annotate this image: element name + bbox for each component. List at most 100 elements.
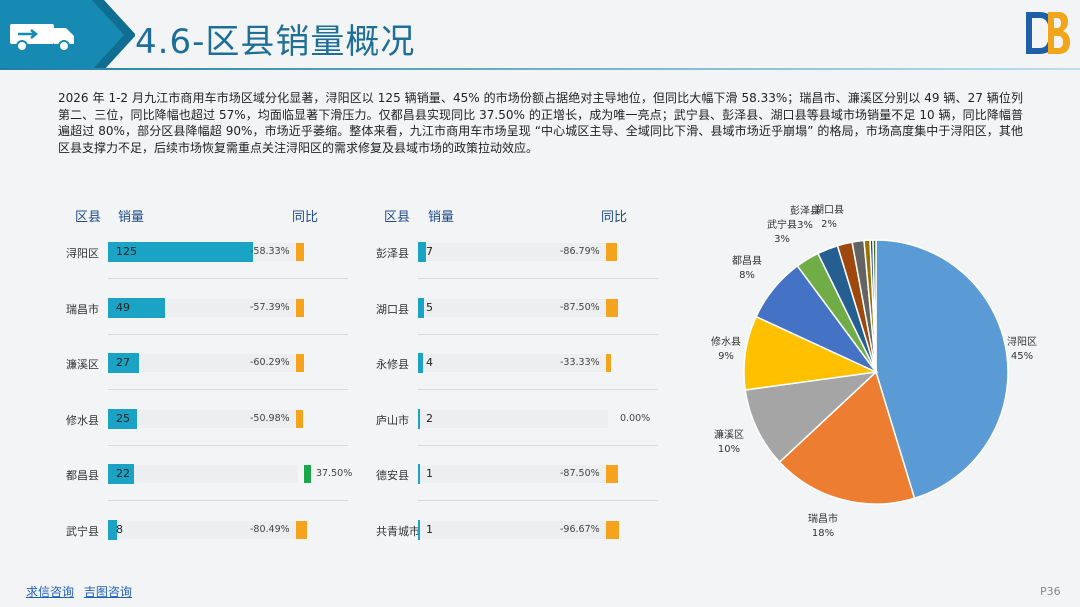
- yoy-negative-bar: [606, 465, 618, 483]
- pie-slice-name: 瑞昌市: [808, 514, 838, 525]
- footer-link-jitu[interactable]: 吉图咨询: [83, 585, 132, 599]
- pie-slice-label: 浔阳区 45%: [1002, 336, 1042, 364]
- row-separator: [418, 278, 658, 279]
- sales-value: 4: [426, 356, 433, 369]
- pie-slice-label: 武宁县 3%: [762, 219, 802, 247]
- yoy-label: -96.67%: [560, 523, 600, 535]
- sales-bar: [108, 297, 165, 318]
- brand-logo-icon: [1026, 12, 1070, 54]
- sales-bar: [418, 408, 421, 429]
- intro-paragraph: 2026 年 1-2 月九江市商用车市场区域分化显著，浔阳区以 125 辆销量、…: [58, 91, 1023, 155]
- sales-bar-track: [108, 409, 298, 428]
- sales-bar-track: [108, 465, 298, 483]
- pie-slice-name: 武宁县: [767, 220, 797, 231]
- pie-slice-label: 濂溪区 10%: [709, 429, 749, 457]
- pie-slice-percent: 45%: [1010, 351, 1034, 362]
- row-district-name: 永修县: [376, 358, 409, 371]
- row-separator: [108, 500, 348, 501]
- row-separator: [418, 444, 658, 446]
- yoy-negative-bar: [296, 298, 304, 317]
- row-district-name: 德安县: [376, 469, 409, 482]
- sales-bar-track: [108, 354, 298, 372]
- yoy-label: 0.00%: [620, 412, 651, 424]
- pie-slice-percent: 10%: [717, 444, 741, 455]
- pie-slice-percent: 8%: [739, 270, 755, 281]
- yoy-label: 37.50%: [316, 468, 353, 479]
- sales-bar-track: [418, 409, 608, 428]
- sales-bar-track: [418, 243, 608, 261]
- row-district-name: 浔阳区: [66, 247, 99, 260]
- row-separator: [418, 389, 658, 390]
- row-separator: [108, 444, 348, 446]
- sales-bar: [418, 297, 424, 318]
- pie-slice-percent: 2%: [821, 219, 837, 230]
- table2-header-district: 区县: [384, 210, 411, 225]
- yoy-negative-bar: [606, 354, 611, 372]
- pie-slice: [872, 239, 877, 373]
- pie-slice-name: 修水县: [711, 337, 741, 348]
- row-separator: [418, 500, 658, 501]
- sales-value: 22: [116, 467, 130, 480]
- yoy-label: -87.50%: [560, 468, 600, 479]
- table1-header-yoy: 同比: [292, 210, 319, 225]
- yoy-label: -58.33%: [250, 246, 290, 257]
- yoy-label: -33.33%: [560, 357, 600, 368]
- sales-value: 7: [426, 245, 433, 258]
- sales-value: 1: [426, 522, 433, 536]
- sales-bar: [418, 519, 420, 540]
- page-number: P36: [1040, 585, 1061, 598]
- truck-icon: [10, 24, 74, 52]
- row-separator: [108, 333, 348, 335]
- sales-bar: [418, 353, 423, 373]
- row-district-name: 瑞昌市: [66, 302, 99, 316]
- footer-link-qiuxin[interactable]: 求信咨询: [26, 585, 75, 599]
- sales-bar: [108, 464, 134, 484]
- sales-bar-track: [418, 354, 608, 372]
- yoy-label: -80.49%: [250, 523, 290, 535]
- sales-bar-track: [418, 298, 608, 317]
- row-district-name: 彭泽县: [376, 247, 409, 260]
- pie-slice-percent: 18%: [811, 528, 835, 539]
- pie-slice-name: 湖口县: [814, 205, 844, 216]
- yoy-label: -86.79%: [560, 246, 600, 257]
- sales-bar: [418, 242, 427, 262]
- yoy-negative-bar: [606, 520, 619, 539]
- sales-bar: [108, 242, 253, 262]
- yoy-negative-bar: [296, 243, 304, 261]
- yoy-negative-bar: [296, 520, 307, 539]
- row-district-name: 濂溪区: [66, 358, 99, 371]
- header-divider: [0, 68, 1080, 70]
- pie-slice-label: 湖口县 2%: [809, 204, 849, 232]
- pie-slice-label: 修水县 9%: [706, 336, 746, 364]
- table1-header-sales: 销量: [118, 210, 145, 225]
- pie-slice-name: 浔阳区: [1007, 337, 1037, 348]
- yoy-label: -57.39%: [250, 301, 290, 313]
- row-separator: [108, 278, 348, 279]
- pie-slice-label: 都昌县 8%: [727, 255, 767, 283]
- sales-bar-track: [108, 520, 298, 539]
- sales-bar-track: [418, 520, 608, 539]
- header: 4.6-区县销量概况: [0, 0, 1080, 70]
- row-district-name: 共青城市: [376, 524, 420, 538]
- pie-slice-label: 瑞昌市 18%: [803, 513, 843, 541]
- pie-slice-percent: 3%: [797, 220, 813, 231]
- pie-slice-percent: 3%: [774, 234, 790, 245]
- yoy-label: -50.98%: [250, 412, 290, 424]
- yoy-negative-bar: [296, 354, 305, 372]
- footer-links: 求信咨询 吉图咨询: [26, 583, 138, 600]
- sales-value: 5: [426, 300, 433, 314]
- sales-value: 49: [116, 300, 130, 314]
- pie-slice: [778, 370, 916, 505]
- yoy-label: -60.29%: [250, 357, 290, 368]
- yoy-negative-bar: [606, 298, 618, 317]
- row-separator: [418, 333, 658, 335]
- sales-bar-track: [418, 465, 608, 483]
- sales-value: 8: [116, 522, 123, 536]
- pie-slice-name: 彭泽县: [790, 206, 820, 217]
- page-title: 4.6-区县销量概况: [135, 22, 416, 62]
- row-district-name: 武宁县: [66, 524, 99, 538]
- pie-slice-name: 都昌县: [732, 256, 762, 267]
- sales-value: 27: [116, 356, 130, 369]
- yoy-positive-bar: [304, 465, 311, 483]
